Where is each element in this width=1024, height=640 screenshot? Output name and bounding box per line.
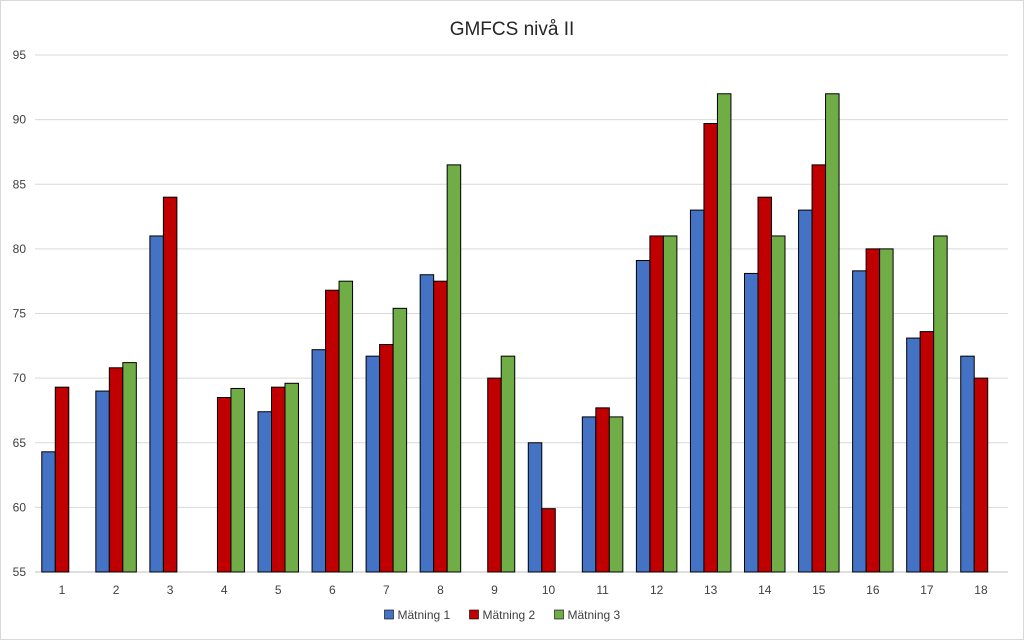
bar-m-tning-2-4: [216, 397, 232, 573]
bar-m-tning-1-13: [689, 209, 705, 573]
x-tick-label: 12: [650, 583, 664, 597]
legend-swatch: [469, 609, 479, 620]
bar-m-tning-2-6: [325, 289, 340, 573]
x-tick-label: 4: [221, 583, 228, 597]
y-tick-label: 75: [13, 307, 27, 321]
bar-m-tning-3-7: [392, 307, 408, 573]
x-tick-label: 10: [542, 583, 556, 597]
bar-m-tning-1-18: [960, 355, 975, 573]
x-tick-label: 13: [704, 583, 718, 597]
x-tick-label: 16: [866, 583, 880, 597]
gridlines: [35, 54, 1008, 573]
chart-title: GMFCS nivå II: [450, 19, 575, 40]
bar-m-tning-1-15: [798, 209, 813, 573]
y-tick-label: 95: [13, 48, 27, 62]
bar-m-tning-3-2: [122, 362, 137, 573]
bar-m-tning-3-8: [446, 164, 462, 573]
bar-m-tning-1-12: [635, 260, 651, 573]
bar-m-tning-1-6: [311, 349, 327, 573]
legend-label: Mätning 1: [398, 608, 451, 622]
y-tick-label: 90: [13, 113, 27, 127]
x-tick-label: 11: [596, 583, 609, 597]
bar-m-tning-3-16: [879, 248, 894, 573]
bar-m-tning-2-2: [108, 367, 124, 573]
bar-m-tning-1-14: [744, 272, 759, 573]
bar-m-tning-1-17: [906, 337, 921, 573]
bar-m-tning-1-10: [527, 442, 543, 573]
x-tick-label: 1: [59, 583, 66, 597]
legend-swatch: [384, 609, 394, 620]
bar-m-tning-3-13: [716, 93, 732, 573]
y-tick-label: 60: [13, 500, 27, 514]
bar-m-tning-2-9: [487, 377, 502, 573]
legend-label: Mätning 2: [483, 608, 536, 622]
bar-m-tning-3-4: [230, 387, 245, 573]
bars: [41, 93, 989, 573]
x-tick-label: 5: [275, 583, 282, 597]
bar-m-tning-2-7: [379, 344, 394, 573]
bar-m-tning-2-5: [271, 386, 286, 573]
bar-m-tning-3-6: [338, 280, 354, 573]
legend: Mätning 1 Mätning 2 Mätning 3: [384, 608, 621, 622]
bar-m-tning-2-3: [162, 196, 178, 573]
bar-m-tning-3-5: [284, 382, 299, 573]
x-tick-label: 15: [812, 583, 826, 597]
y-tick-label: 55: [13, 565, 27, 579]
x-tick-label: 7: [383, 583, 390, 597]
bar-m-tning-2-10: [541, 508, 556, 573]
bar-m-tning-2-13: [703, 123, 718, 573]
x-tick-label: 3: [167, 583, 174, 597]
bar-m-tning-3-9: [500, 355, 516, 573]
x-tick-label: 18: [974, 583, 988, 597]
x-axis-ticks: 1 2 3 4 5 6 7 8 9 10 11 12 13 14 15 16 17 18: [59, 583, 988, 597]
bar-m-tning-3-15: [825, 93, 840, 573]
y-tick-label: 70: [13, 371, 27, 385]
x-tick-label: 14: [758, 583, 772, 597]
bar-m-tning-2-8: [433, 280, 448, 573]
bar-m-tning-3-12: [662, 235, 678, 573]
bar-m-tning-1-1: [41, 451, 56, 573]
bar-m-tning-3-14: [771, 235, 786, 573]
bar-m-tning-1-8: [419, 274, 435, 573]
y-tick-label: 80: [13, 242, 27, 256]
x-tick-label: 2: [113, 583, 120, 597]
y-tick-label: 85: [13, 177, 27, 191]
bar-m-tning-3-17: [933, 235, 948, 573]
bar-m-tning-2-12: [649, 235, 664, 573]
x-tick-label: 8: [437, 583, 444, 597]
bar-m-tning-2-17: [919, 331, 935, 573]
x-tick-label: 17: [920, 583, 934, 597]
bar-m-tning-1-16: [852, 270, 867, 573]
y-axis-ticks: 55 60 65 70 75 80 85 90 95: [13, 48, 27, 579]
legend-label: Mätning 3: [568, 608, 621, 622]
bar-m-tning-1-2: [95, 390, 110, 573]
bar-m-tning-1-3: [149, 235, 164, 573]
x-tick-label: 6: [329, 583, 336, 597]
bar-m-tning-2-14: [757, 196, 772, 573]
y-tick-label: 65: [13, 436, 27, 450]
x-tick-label: 9: [491, 583, 498, 597]
bar-m-tning-1-5: [257, 411, 272, 573]
bar-m-tning-3-11: [608, 416, 624, 573]
bar-m-tning-2-1: [54, 386, 70, 573]
bar-m-tning-2-15: [811, 164, 827, 573]
bar-m-tning-2-16: [865, 248, 881, 573]
bar-m-tning-2-11: [595, 407, 610, 573]
bar-m-tning-1-11: [581, 416, 597, 573]
bar-m-tning-1-7: [365, 355, 381, 573]
bar-m-tning-2-18: [973, 377, 989, 573]
legend-swatch: [554, 609, 564, 620]
